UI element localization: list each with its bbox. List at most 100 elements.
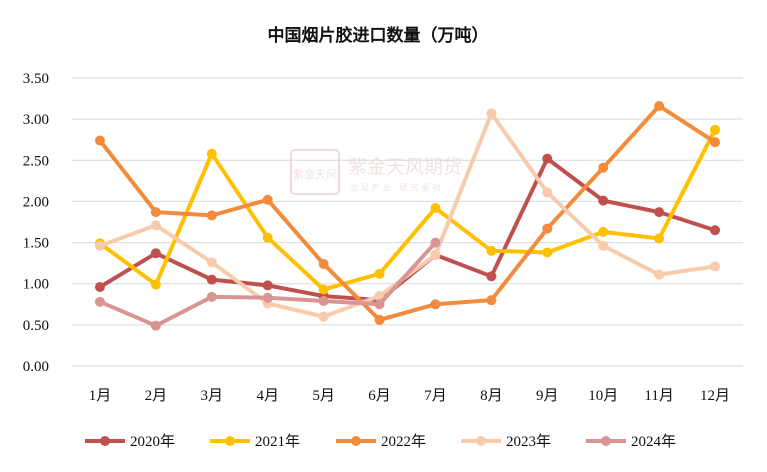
data-point: [430, 299, 441, 310]
data-point: [206, 274, 217, 285]
data-point: [542, 223, 553, 234]
x-tick-label: 5月: [312, 388, 335, 404]
x-axis: 1月 2月 3月 4月 5月 6月 7月 8月 9月 10月 11月 12月: [89, 388, 730, 404]
legend-swatch-marker: [100, 436, 110, 446]
data-point: [542, 247, 553, 258]
data-point: [206, 291, 217, 302]
data-point: [94, 240, 105, 251]
data-point: [318, 258, 329, 269]
watermark-seal-text: 紫金天风: [293, 167, 337, 181]
legend-item: 2024年: [586, 433, 676, 450]
data-point: [206, 210, 217, 221]
x-tick-label: 2月: [145, 388, 168, 404]
x-tick-label: 3月: [201, 388, 224, 404]
watermark-name: 紫金天风期货: [348, 156, 462, 178]
data-point: [150, 320, 161, 331]
data-point: [710, 261, 721, 272]
legend-swatch-marker: [225, 436, 235, 446]
watermark-logo: 紫金天风 紫金天风期货 立足产业 研究驱动: [290, 149, 462, 195]
legend-item: 2020年: [85, 433, 175, 450]
y-tick-label: 2.00: [23, 194, 49, 210]
x-tick-label: 1月: [89, 388, 112, 404]
series-line: [97, 127, 718, 292]
data-point: [206, 148, 217, 159]
watermark-slogan: 立足产业 研究驱动: [350, 182, 444, 192]
data-point: [374, 268, 385, 279]
y-tick-label: 2.50: [23, 153, 49, 169]
x-tick-label: 6月: [368, 388, 391, 404]
legend-label: 2024年: [631, 433, 676, 450]
legend: 2020年 2021年 2022年 2023年 2024年: [85, 433, 676, 450]
watermark-seal: [290, 149, 340, 195]
data-point: [654, 100, 665, 111]
y-tick-label: 3.50: [23, 71, 49, 87]
y-tick-label: 3.00: [23, 112, 49, 128]
data-point: [206, 257, 217, 268]
data-point: [262, 194, 273, 205]
data-point: [654, 207, 665, 218]
data-point: [318, 295, 329, 306]
data-point: [486, 108, 497, 119]
data-point: [150, 279, 161, 290]
data-point: [318, 311, 329, 322]
data-point: [710, 225, 721, 236]
legend-swatch-marker: [476, 436, 486, 446]
data-point: [598, 226, 609, 237]
data-point: [542, 153, 553, 164]
data-point: [94, 135, 105, 146]
legend-label: 2023年: [506, 433, 551, 450]
x-tick-label: 11月: [644, 388, 673, 404]
data-point: [262, 232, 273, 243]
legend-item: 2021年: [210, 433, 300, 450]
data-point: [542, 187, 553, 198]
data-point: [150, 248, 161, 259]
data-point: [374, 299, 385, 310]
series-layer: [94, 100, 721, 331]
x-tick-label: 9月: [536, 388, 559, 404]
legend-swatch-marker: [601, 436, 611, 446]
data-point: [94, 296, 105, 307]
data-point: [654, 269, 665, 280]
legend-label: 2021年: [255, 433, 300, 450]
x-tick-label: 4月: [256, 388, 279, 404]
legend-label: 2022年: [381, 433, 426, 450]
y-axis: 0.00 0.50 1.00 1.50 2.00 2.50 3.00 3.50: [23, 71, 49, 375]
data-point: [486, 271, 497, 282]
series-4: [94, 237, 441, 331]
series-2: [94, 100, 721, 325]
series-line: [97, 103, 718, 322]
data-point: [374, 314, 385, 325]
series-1: [94, 124, 721, 295]
y-tick-label: 0.50: [23, 318, 49, 334]
data-point: [486, 295, 497, 306]
data-point: [150, 220, 161, 231]
data-point: [710, 124, 721, 135]
series-line: [97, 156, 718, 303]
legend-label: 2020年: [130, 433, 175, 450]
x-tick-label: 12月: [700, 388, 730, 404]
data-point: [150, 207, 161, 218]
data-point: [654, 233, 665, 244]
data-point: [598, 195, 609, 206]
y-tick-label: 0.00: [23, 359, 49, 375]
x-tick-label: 10月: [588, 388, 618, 404]
legend-item: 2023年: [461, 433, 551, 450]
grid: [72, 77, 743, 367]
chart-title: 中国烟片胶进口数量（万吨）: [268, 25, 489, 46]
legend-swatch-marker: [351, 436, 361, 446]
data-point: [430, 203, 441, 214]
data-point: [598, 162, 609, 173]
data-point: [262, 280, 273, 291]
data-point: [262, 292, 273, 303]
y-tick-label: 1.50: [23, 236, 49, 252]
y-tick-label: 1.00: [23, 277, 49, 293]
data-point: [430, 249, 441, 260]
data-point: [486, 245, 497, 256]
x-tick-label: 7月: [424, 388, 447, 404]
data-point: [94, 282, 105, 293]
legend-item: 2022年: [336, 433, 426, 450]
x-tick-label: 8月: [480, 388, 503, 404]
data-point: [430, 237, 441, 248]
data-point: [710, 137, 721, 148]
